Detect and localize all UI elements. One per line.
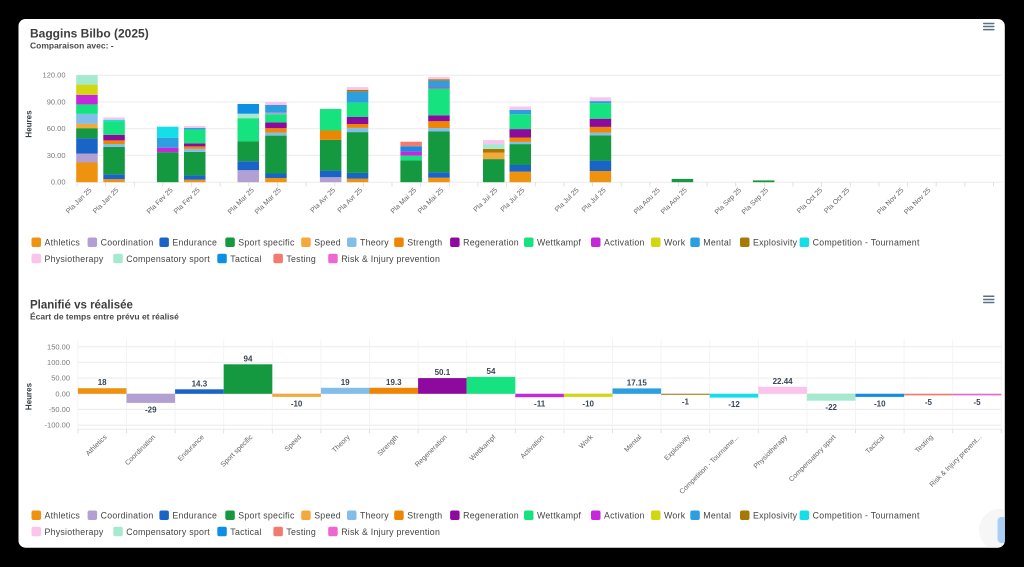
svg-text:Baggins Bilbo (2025): Baggins Bilbo (2025) — [30, 27, 149, 41]
svg-text:Wettkampf: Wettkampf — [537, 238, 581, 248]
svg-text:Explosivity: Explosivity — [753, 238, 798, 248]
svg-text:Compensatory sport: Compensatory sport — [126, 527, 210, 537]
svg-text:30.00: 30.00 — [47, 151, 66, 160]
svg-text:-10: -10 — [582, 399, 594, 408]
svg-text:-5: -5 — [973, 398, 981, 407]
svg-text:Coordination: Coordination — [101, 511, 154, 521]
svg-text:Explosivity: Explosivity — [753, 511, 798, 521]
svg-text:19.3: 19.3 — [386, 378, 402, 387]
svg-text:Theory: Theory — [360, 511, 389, 521]
svg-text:100.00: 100.00 — [47, 358, 70, 367]
svg-text:Testing: Testing — [286, 527, 316, 537]
svg-text:17.15: 17.15 — [627, 378, 648, 387]
svg-text:Testing: Testing — [286, 254, 316, 264]
svg-text:94: 94 — [244, 354, 253, 363]
svg-text:0.00: 0.00 — [55, 389, 70, 398]
svg-text:-1: -1 — [682, 397, 690, 406]
svg-text:-100.00: -100.00 — [45, 421, 70, 430]
svg-text:19: 19 — [341, 378, 350, 387]
svg-text:Physiotherapy: Physiotherapy — [45, 527, 104, 537]
svg-text:Activation: Activation — [604, 238, 645, 248]
svg-text:Risk & Injury prevention: Risk & Injury prevention — [341, 254, 440, 264]
svg-text:Heures: Heures — [25, 110, 34, 138]
svg-text:Regeneration: Regeneration — [463, 511, 519, 521]
svg-text:-5: -5 — [925, 398, 933, 407]
svg-text:-22: -22 — [825, 403, 837, 412]
svg-text:Activation: Activation — [604, 511, 645, 521]
svg-text:-11: -11 — [534, 400, 546, 409]
svg-text:Strength: Strength — [407, 238, 442, 248]
svg-text:Theory: Theory — [360, 238, 389, 248]
svg-text:22.44: 22.44 — [773, 377, 794, 386]
svg-text:14.3: 14.3 — [192, 379, 208, 388]
svg-text:Competition - Tournament: Competition - Tournament — [813, 511, 920, 521]
svg-text:Sport specific: Sport specific — [238, 238, 295, 248]
svg-text:120.00: 120.00 — [43, 71, 66, 80]
svg-text:Écart de temps entre prévu et: Écart de temps entre prévu et réalisé — [30, 312, 179, 322]
svg-text:18: 18 — [98, 378, 107, 387]
svg-text:-50.00: -50.00 — [49, 405, 70, 414]
svg-text:-12: -12 — [728, 400, 740, 409]
svg-text:Sport specific: Sport specific — [238, 511, 295, 521]
svg-text:Mental: Mental — [703, 511, 731, 521]
svg-text:Coordination: Coordination — [101, 238, 154, 248]
svg-text:Heures: Heures — [25, 382, 34, 410]
svg-text:60.00: 60.00 — [47, 124, 66, 133]
svg-text:Physiotherapy: Physiotherapy — [45, 254, 104, 264]
svg-text:50.1: 50.1 — [435, 368, 451, 377]
svg-text:Work: Work — [664, 238, 686, 248]
svg-text:Athletics: Athletics — [45, 511, 81, 521]
svg-text:Planifié vs réalisée: Planifié vs réalisée — [30, 300, 133, 312]
svg-text:Competition - Tournament: Competition - Tournament — [813, 238, 920, 248]
svg-text:Work: Work — [664, 511, 686, 521]
svg-text:Endurance: Endurance — [172, 238, 217, 248]
svg-text:-10: -10 — [291, 399, 303, 408]
svg-text:150.00: 150.00 — [47, 342, 70, 351]
svg-text:-29: -29 — [145, 405, 157, 414]
svg-text:Speed: Speed — [314, 238, 341, 248]
svg-text:90.00: 90.00 — [47, 98, 66, 107]
svg-text:Endurance: Endurance — [172, 511, 217, 521]
svg-text:Speed: Speed — [314, 511, 341, 521]
svg-text:Compensatory sport: Compensatory sport — [126, 254, 210, 264]
svg-text:0.00: 0.00 — [51, 178, 66, 187]
svg-text:Wettkampf: Wettkampf — [537, 511, 581, 521]
svg-text:Tactical: Tactical — [230, 527, 261, 537]
svg-text:Athletics: Athletics — [45, 238, 81, 248]
svg-text:50.00: 50.00 — [51, 374, 70, 383]
svg-text:54: 54 — [487, 367, 496, 376]
svg-text:Strength: Strength — [407, 511, 442, 521]
svg-text:Tactical: Tactical — [230, 254, 261, 264]
svg-text:Regeneration: Regeneration — [463, 238, 519, 248]
svg-text:Mental: Mental — [703, 238, 731, 248]
svg-text:Risk & Injury prevention: Risk & Injury prevention — [341, 527, 440, 537]
svg-text:Comparaison avec: -: Comparaison avec: - — [30, 41, 114, 51]
svg-text:-10: -10 — [874, 399, 886, 408]
